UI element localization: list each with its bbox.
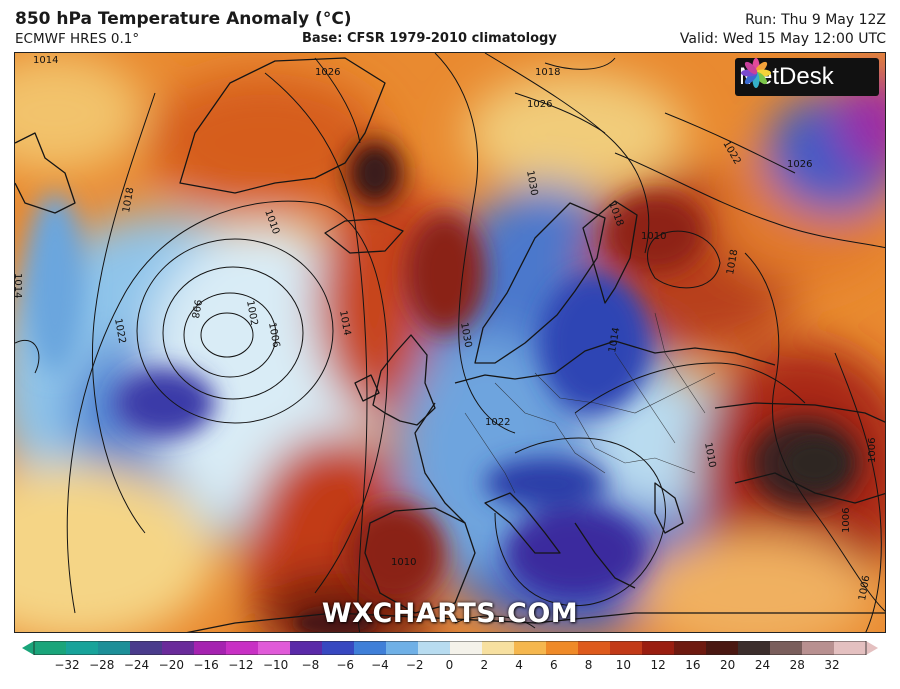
isobar-label: 1018 (725, 249, 740, 276)
isobar-label: 1006 (841, 508, 852, 533)
isobar-label: 1006 (867, 438, 878, 463)
isobar-label: 1030 (524, 170, 539, 197)
colorbar-cell (194, 641, 227, 655)
colorbar-cell (98, 641, 131, 655)
metdesk-flower-icon (741, 58, 771, 88)
colorbar-cells (34, 641, 867, 655)
isobar-label: 1014 (607, 327, 622, 354)
colorbar-right-arrow (866, 641, 878, 655)
temperature-anomaly-map: 1014 1026 1018 1026 1022 1026 1018 1010 … (14, 52, 886, 633)
isobar-label: 1010 (702, 442, 717, 469)
colorbar-cell (802, 641, 835, 655)
colorbar-tick-label: 32 (824, 658, 840, 672)
colorbar-cell (578, 641, 611, 655)
colorbar-tick-label: −32 (54, 658, 80, 672)
colorbar-tick-label: −6 (336, 658, 355, 672)
isobar-label: 1006 (266, 322, 281, 349)
model-label: ECMWF HRES 0.1° (15, 31, 140, 47)
coastlines (15, 57, 885, 632)
colorbar-tick-label: −10 (262, 658, 289, 672)
isobar-label: 1010 (641, 231, 666, 242)
colorbar-cell (450, 641, 483, 655)
colorbar-cell (66, 641, 99, 655)
colorbar-tick-label: 4 (515, 658, 523, 672)
isobar-label: 1022 (112, 318, 127, 345)
colorbar-cell (482, 641, 515, 655)
colorbar-tick-label: 24 (754, 658, 771, 672)
isobars (15, 53, 885, 632)
isobar-label: 1002 (244, 300, 259, 327)
colorbar-tick-label: 28 (789, 658, 805, 672)
colorbar-tick-label: −28 (89, 658, 115, 672)
colorbar-cell (834, 641, 867, 655)
colorbar-cell (386, 641, 419, 655)
colorbar (22, 641, 878, 655)
colorbar-cell (418, 641, 451, 655)
base-climatology-label: Base: CFSR 1979-2010 climatology (302, 31, 557, 46)
colorbar-tick-label: 8 (584, 658, 593, 672)
isobar-label: 1018 (121, 187, 136, 214)
isobar-label: 998 (189, 298, 203, 319)
wxcharts-watermark: WXCHARTS.COM (321, 598, 579, 629)
borders (464, 312, 716, 494)
colorbar-cell (34, 641, 67, 655)
isobar-label: 1014 (33, 55, 58, 66)
isobar-label: 1014 (15, 273, 23, 298)
colorbar-cell (546, 641, 579, 655)
isobar-label: 1006 (857, 575, 872, 602)
metdesk-logo: MetDesk (735, 58, 879, 96)
isobar-label: 1026 (787, 159, 812, 170)
colorbar-cell (706, 641, 739, 655)
colorbar-cell (322, 641, 355, 655)
colorbar-cell (610, 641, 643, 655)
colorbar-tick-label: 10 (615, 658, 631, 672)
colorbar-tick-label: −24 (123, 658, 150, 672)
colorbar-tick-label: 6 (549, 658, 558, 672)
isobar-label: 1026 (315, 67, 340, 78)
colorbar-cell (514, 641, 547, 655)
anomaly-field (15, 53, 885, 632)
colorbar-tick-label: 20 (720, 658, 736, 672)
chart-title: 850 hPa Temperature Anomaly (°C) (15, 9, 352, 29)
isobar-label: 1010 (391, 557, 416, 568)
isobar-label: 1014 (337, 310, 352, 337)
colorbar-tick-label: −20 (158, 658, 184, 672)
colorbar-tick-label: −8 (301, 658, 320, 672)
isobar-label: 1022 (485, 417, 510, 428)
colorbar-cell (226, 641, 259, 655)
isobar-label: 1026 (527, 99, 552, 110)
colorbar-cell (642, 641, 675, 655)
colorbar-left-arrow (22, 641, 34, 655)
valid-time-label: Valid: Wed 15 May 12:00 UTC (679, 31, 886, 47)
run-time-label: Run: Thu 9 May 12Z (745, 12, 886, 28)
colorbar-cell (674, 641, 707, 655)
colorbar-cell (290, 641, 323, 655)
colorbar-tick-label: 12 (650, 658, 666, 672)
map-canvas: 1014 1026 1018 1026 1022 1026 1018 1010 … (15, 53, 885, 632)
colorbar-tick-label: 0 (445, 658, 454, 672)
isobar-label: 1018 (535, 67, 560, 78)
colorbar-cell (130, 641, 163, 655)
colorbar-cell (162, 641, 195, 655)
colorbar-tick-label: 2 (480, 658, 489, 672)
colorbar-tick-label: −2 (405, 658, 424, 672)
colorbar-tick-label: −12 (228, 658, 254, 672)
colorbar-cell (770, 641, 803, 655)
isobar-label: 1030 (458, 322, 473, 349)
colorbar-tick-label: −4 (371, 658, 389, 672)
colorbar-cell (258, 641, 291, 655)
colorbar-cell (738, 641, 771, 655)
colorbar-tick-label: 16 (685, 658, 701, 672)
colorbar-cell (354, 641, 387, 655)
colorbar-tick-label: −16 (193, 658, 219, 672)
